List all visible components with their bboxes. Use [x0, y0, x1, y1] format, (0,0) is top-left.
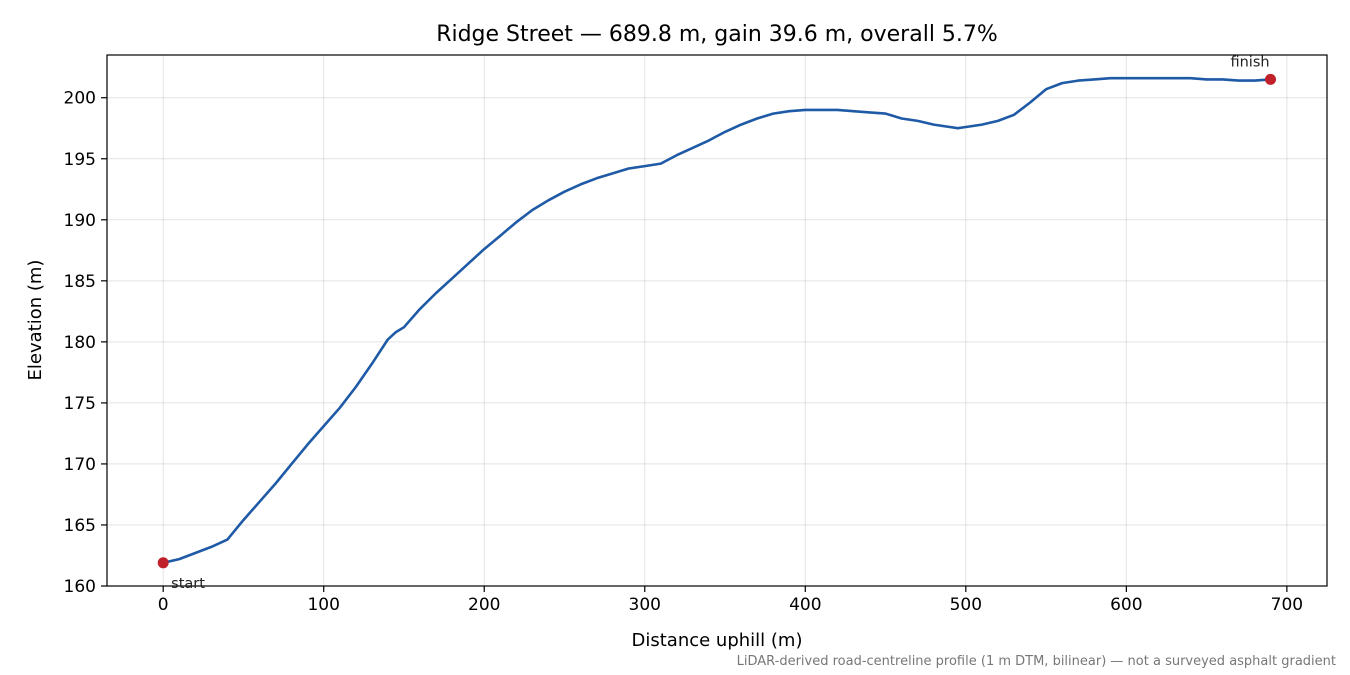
x-tick-label: 300: [629, 595, 661, 615]
x-axis-title: Distance uphill (m): [632, 630, 803, 651]
y-tick-label: 200: [64, 89, 96, 109]
y-tick-label: 165: [64, 516, 96, 536]
x-tick-label: 100: [307, 595, 339, 615]
y-tick-label: 160: [64, 577, 96, 597]
endpoint-markers: start finish: [157, 54, 1276, 592]
y-tick-label: 170: [64, 455, 96, 475]
y-axis-title: Elevation (m): [25, 260, 46, 381]
x-tick-label: 600: [1110, 595, 1142, 615]
finish-marker: [1264, 73, 1276, 85]
grid-lines: [107, 55, 1327, 587]
start-label: start: [171, 576, 205, 592]
start-marker: [157, 557, 169, 569]
elevation-profile-line: [161, 76, 1272, 565]
y-tick-label: 195: [64, 150, 96, 170]
y-tick-label: 175: [64, 394, 96, 414]
plot-frame: [106, 54, 1328, 587]
y-tick-label: 190: [64, 211, 96, 231]
x-tick-label: 0: [158, 595, 169, 615]
y-tick-label: 180: [64, 333, 96, 353]
chart-title: Ridge Street — 689.8 m, gain 39.6 m, ove…: [436, 22, 998, 47]
y-axis-ticks: 160 165 170 175 180 185 190 195 200: [64, 89, 107, 597]
x-tick-label: 500: [950, 595, 982, 615]
footnote: LiDAR-derived road-centreline profile (1…: [737, 654, 1336, 669]
finish-label: finish: [1230, 54, 1269, 70]
x-tick-label: 200: [468, 595, 500, 615]
x-axis-ticks: 0 100 200 300 400 500 600 700: [158, 586, 1303, 615]
x-tick-label: 400: [789, 595, 821, 615]
y-tick-label: 185: [64, 272, 96, 292]
x-tick-label: 700: [1271, 595, 1303, 615]
